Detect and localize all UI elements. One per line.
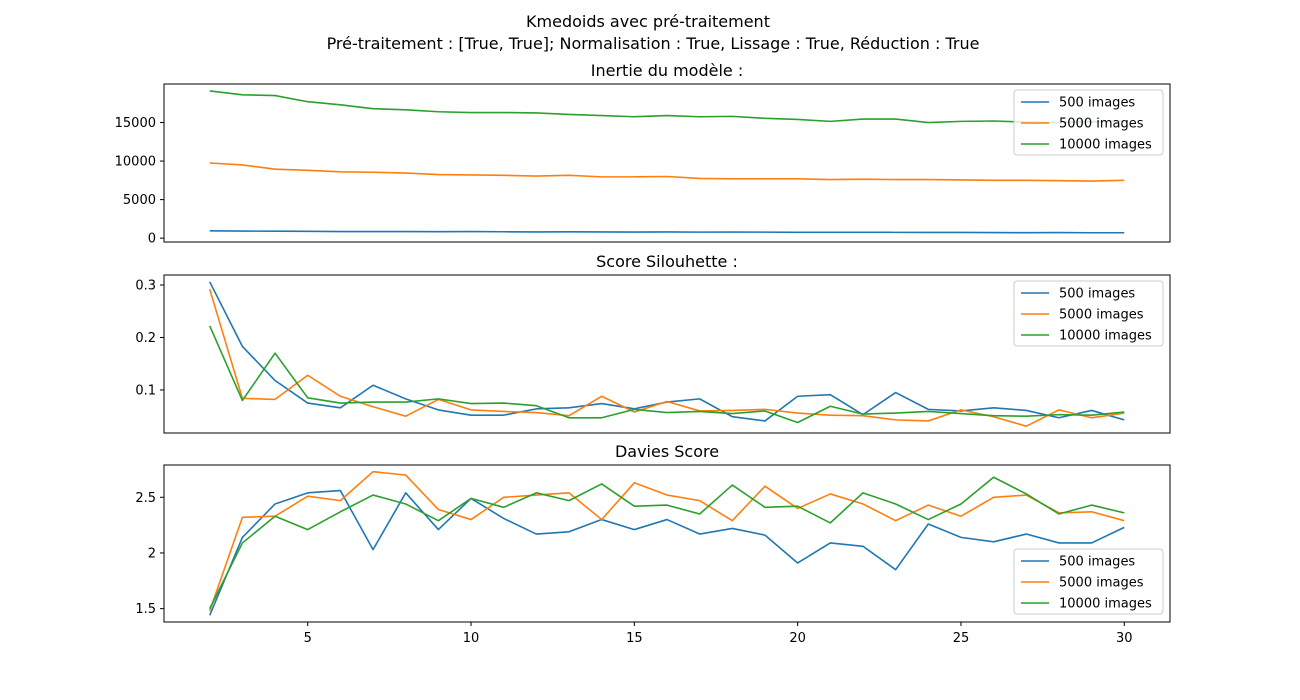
x-tick-label: 20 — [789, 631, 806, 646]
subplot-3: Davies Score 1.5 2 2.5 5 10 15 20 25 30 500 images… — [135, 442, 1171, 646]
legend: 500 images 5000 images 10000 images — [1013, 548, 1164, 615]
legend-label: 10000 images — [1059, 329, 1152, 344]
y-tick: 0.3 — [135, 278, 164, 293]
axes-frame — [163, 464, 1171, 623]
legend-label: 5000 images — [1059, 576, 1144, 591]
legend-label: 5000 images — [1059, 308, 1144, 323]
subplot-1: Inertie du modèle : 0 5000 10000 15000 500 im… — [115, 61, 1171, 247]
y-tick-label: 1.5 — [135, 602, 156, 617]
y-tick-label: 15000 — [115, 116, 156, 131]
series-line-5000-images — [208, 470, 1125, 612]
y-tick: 5000 — [123, 193, 164, 208]
y-tick: 1.5 — [135, 602, 164, 617]
x-tick: 30 — [1116, 622, 1133, 646]
y-tick: 15000 — [115, 116, 164, 131]
x-tick: 25 — [953, 622, 970, 646]
legend: 500 images 5000 images 10000 images — [1013, 89, 1164, 156]
y-tick-label: 0.3 — [135, 278, 156, 293]
y-tick: 10000 — [115, 155, 164, 170]
legend-label: 500 images — [1059, 287, 1135, 302]
y-tick-label: 0 — [148, 232, 156, 247]
x-tick-label: 15 — [626, 631, 643, 646]
y-tick-label: 2 — [148, 546, 156, 561]
series-line-500-images — [209, 281, 1125, 422]
legend-label: 5000 images — [1059, 117, 1144, 132]
y-tick-label: 10000 — [115, 155, 156, 170]
y-tick: 0.1 — [135, 383, 164, 398]
x-tick-label: 25 — [953, 631, 970, 646]
y-tick: 2 — [148, 546, 164, 561]
series-line-500-images — [208, 489, 1125, 616]
x-tick: 20 — [789, 622, 806, 646]
x-tick: 10 — [463, 622, 480, 646]
series-line-500-images — [209, 230, 1125, 234]
y-tick-label: 2.5 — [135, 491, 156, 506]
series-line-10000-images — [208, 325, 1125, 424]
axes-container: Inertie du modèle : 0 5000 10000 15000 500 im… — [115, 61, 1171, 646]
legend: 500 images 5000 images 10000 images — [1013, 280, 1164, 347]
subplot-title: Davies Score — [615, 442, 719, 461]
series-line-5000-images — [209, 162, 1125, 182]
legend-box — [1013, 280, 1164, 347]
y-tick-label: 0.1 — [135, 383, 156, 398]
subplot-title: Inertie du modèle : — [591, 61, 743, 80]
legend-box — [1013, 89, 1164, 156]
y-tick: 0 — [148, 232, 164, 247]
legend-label: 500 images — [1059, 555, 1135, 570]
legend-label: 500 images — [1059, 96, 1135, 111]
y-tick-label: 0.2 — [135, 331, 156, 346]
figure-subtitle: Pré-traitement : [True, True]; Normalisa… — [327, 34, 980, 53]
legend-label: 10000 images — [1059, 597, 1152, 612]
y-tick: 0.2 — [135, 331, 164, 346]
x-tick: 5 — [304, 622, 312, 646]
x-tick: 15 — [626, 622, 643, 646]
x-tick-label: 10 — [463, 631, 480, 646]
y-tick: 2.5 — [135, 491, 164, 506]
subplot-title: Score Silouhette : — [596, 252, 738, 271]
legend-label: 10000 images — [1059, 138, 1152, 153]
legend-box — [1013, 548, 1164, 615]
series-line-10000-images — [209, 476, 1125, 609]
figure-title: Kmedoids avec pré-traitement — [526, 12, 770, 31]
axes-frame — [163, 274, 1171, 434]
y-tick-label: 5000 — [123, 193, 156, 208]
series-line-5000-images — [208, 288, 1125, 427]
x-tick-label: 30 — [1116, 631, 1133, 646]
series-line-10000-images — [209, 90, 1125, 124]
axes-frame — [163, 83, 1171, 243]
x-tick-label: 5 — [304, 631, 312, 646]
